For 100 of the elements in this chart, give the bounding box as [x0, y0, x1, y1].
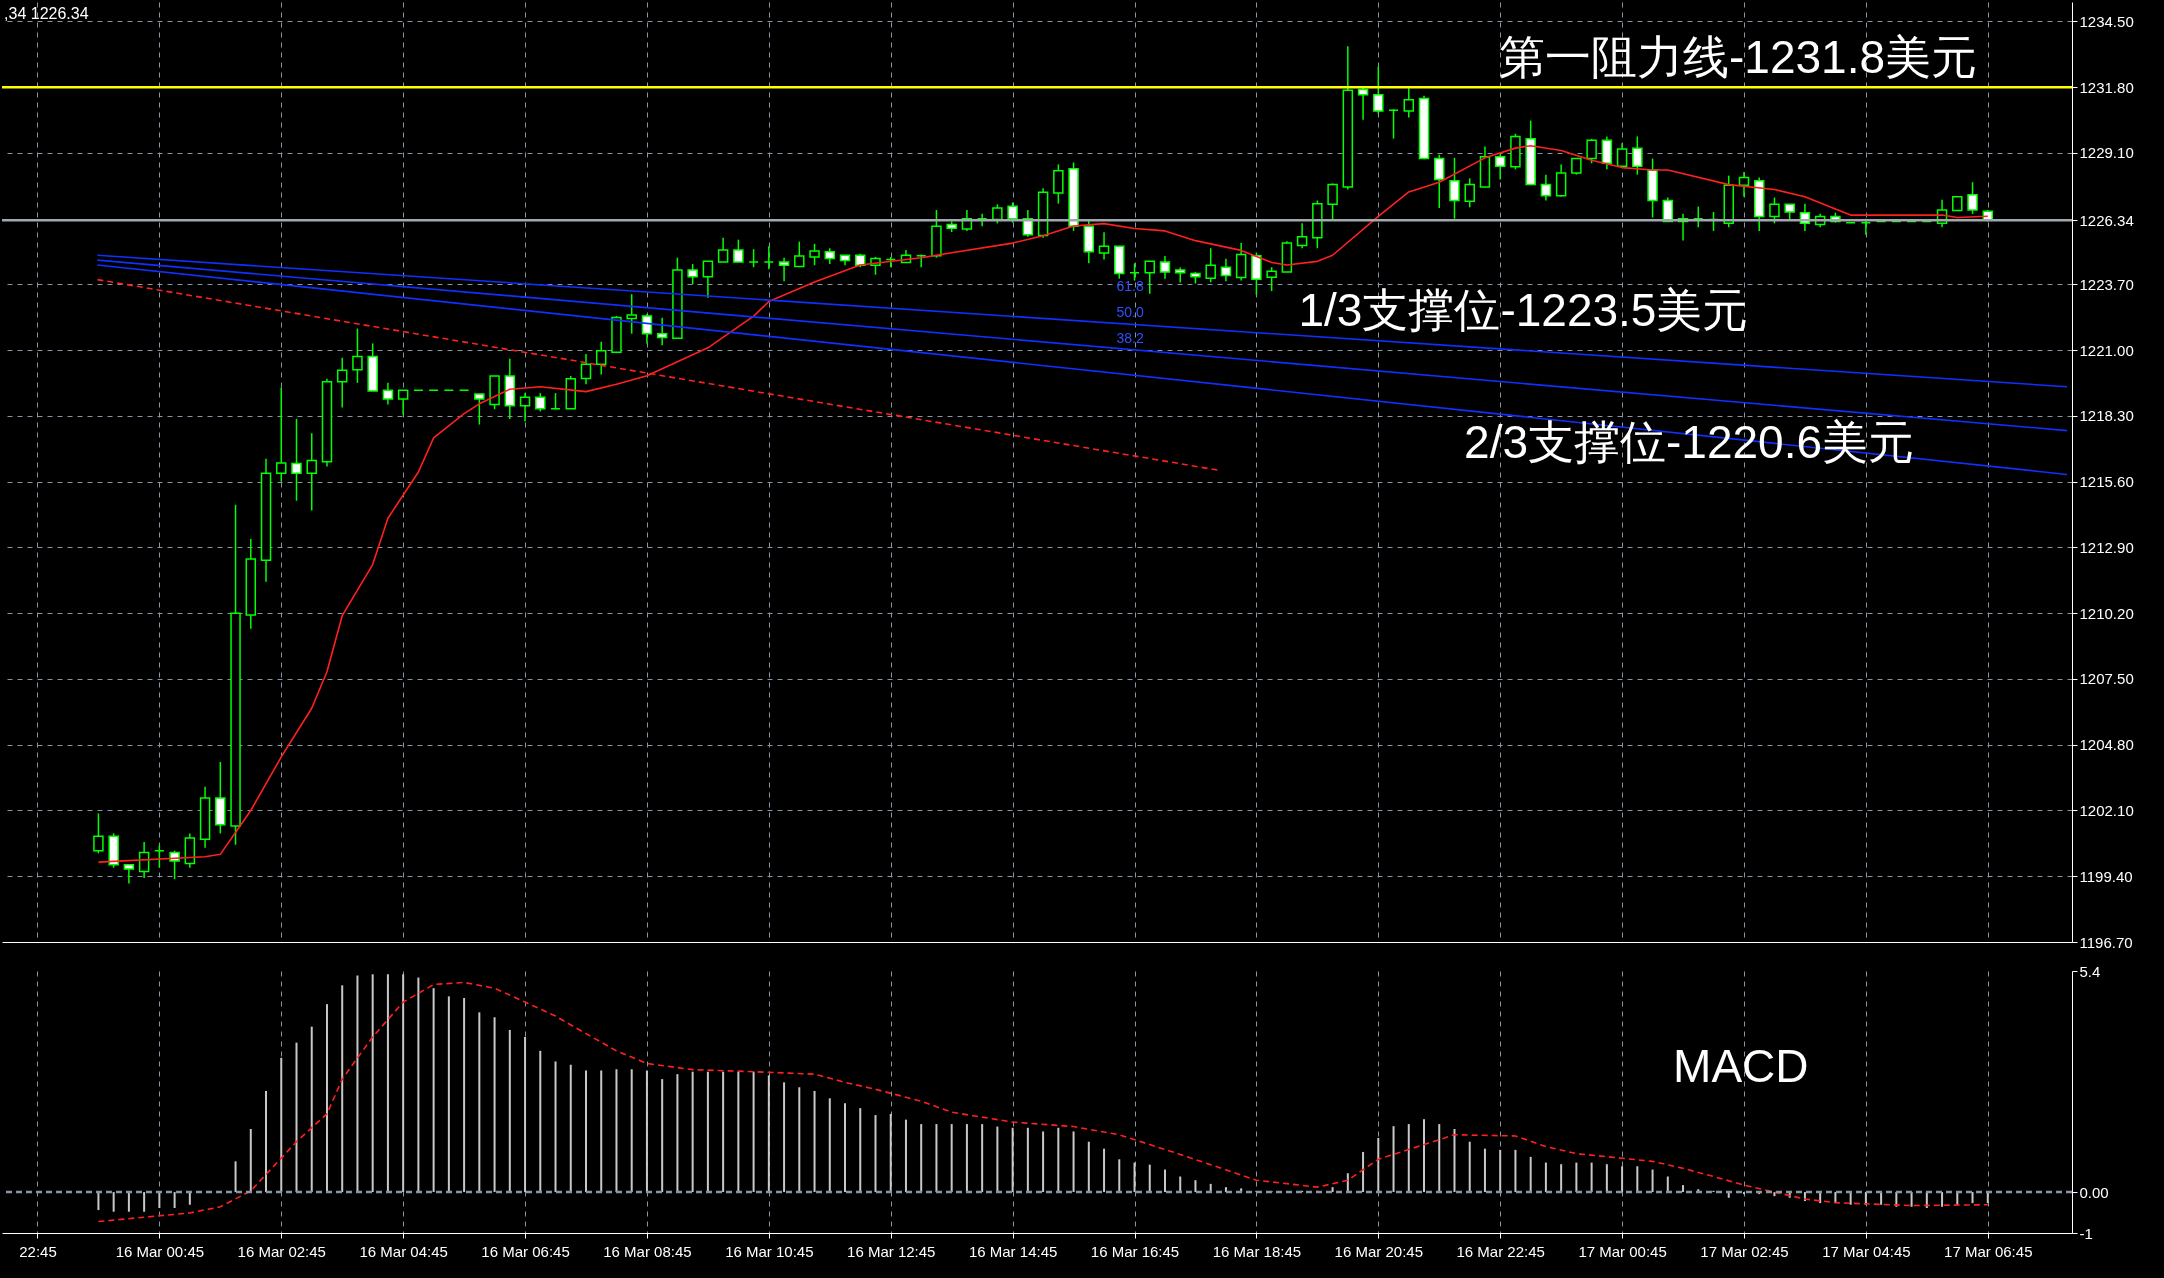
- x-tick-label: 16 Mar 04:45: [359, 1242, 448, 1260]
- bar: [1087, 1141, 1090, 1193]
- bar: [112, 1192, 115, 1212]
- bar: [1986, 1192, 1989, 1204]
- y-tick-label: 1215.60: [2079, 473, 2134, 491]
- candlestick: [535, 392, 546, 413]
- candlestick: [306, 432, 317, 512]
- bar: [828, 1098, 831, 1193]
- bar: [1194, 1180, 1197, 1193]
- y-tick-label: 1204.80: [2079, 736, 2134, 754]
- candlestick: [1373, 65, 1384, 115]
- bar: [1331, 1187, 1334, 1193]
- candlestick: [992, 203, 1003, 225]
- candlestick: [1769, 196, 1780, 225]
- bar: [1529, 1156, 1532, 1193]
- bar: [889, 1113, 892, 1193]
- candlestick: [123, 864, 135, 885]
- x-tick-label: 16 Mar 18:45: [1212, 1242, 1302, 1260]
- bar: [234, 1161, 237, 1193]
- bar: [1468, 1141, 1471, 1193]
- candlestick: [1144, 260, 1155, 295]
- candlestick: [1357, 85, 1369, 121]
- candlestick: [397, 389, 409, 416]
- candlestick: [580, 353, 592, 386]
- bar: [478, 1012, 481, 1193]
- bar: [950, 1124, 953, 1193]
- candlestick: [1266, 266, 1277, 292]
- candlestick: [1159, 255, 1171, 280]
- x-tick-label: 16 Mar 14:45: [968, 1242, 1058, 1260]
- candlestick: [626, 293, 637, 335]
- annotation: 61.8: [1116, 277, 1144, 294]
- bar: [1042, 1131, 1045, 1193]
- candlestick: [1586, 138, 1597, 164]
- bar: [691, 1071, 694, 1193]
- candlestick: [1403, 87, 1415, 119]
- annotation: MACD: [1673, 1039, 1809, 1092]
- bar: [1072, 1131, 1075, 1193]
- bar: [783, 1082, 786, 1193]
- bar: [1057, 1127, 1060, 1193]
- bar: [1133, 1162, 1136, 1193]
- candlestick: [1174, 266, 1186, 284]
- candlestick: [809, 243, 820, 266]
- candlestick: [1251, 252, 1262, 296]
- bar: [615, 1069, 618, 1193]
- bar: [1026, 1127, 1029, 1193]
- bar: [1560, 1164, 1563, 1193]
- x-tick-label: 16 Mar 08:45: [603, 1242, 692, 1260]
- bar: [1605, 1164, 1608, 1193]
- bar: [1880, 1192, 1883, 1205]
- y-tick-label: 1226.34: [2079, 211, 2134, 229]
- bar: [1453, 1129, 1456, 1193]
- bar: [1636, 1166, 1639, 1193]
- bar: [584, 1070, 587, 1193]
- bar: [1499, 1149, 1502, 1193]
- y-tick-label: 1199.40: [2079, 867, 2133, 885]
- candlestick: [1632, 135, 1643, 176]
- bar: [188, 1192, 191, 1205]
- bar: [325, 1004, 328, 1193]
- bar: [798, 1087, 801, 1193]
- bar: [661, 1079, 664, 1193]
- bar: [859, 1108, 862, 1193]
- x-tick-label: 17 Mar 02:45: [1700, 1242, 1789, 1260]
- bar: [143, 1192, 146, 1212]
- bar: [767, 1075, 770, 1193]
- candlestick: [276, 386, 287, 483]
- y-tick-label: 5.4: [2079, 962, 2101, 980]
- y-tick-label: 1221.00: [2079, 341, 2134, 359]
- bar: [1163, 1169, 1166, 1193]
- x-tick-label: 16 Mar 02:45: [237, 1242, 326, 1260]
- bar: [600, 1070, 603, 1193]
- candlestick: [1220, 257, 1232, 283]
- bar: [874, 1115, 877, 1193]
- bar: [524, 1036, 527, 1193]
- bar: [554, 1061, 557, 1193]
- bar: [432, 988, 435, 1193]
- bar: [1742, 1192, 1745, 1195]
- bar: [1103, 1148, 1106, 1193]
- candlestick: [382, 382, 394, 406]
- x-tick-label: 22:45: [19, 1242, 57, 1260]
- bar: [1362, 1151, 1365, 1193]
- candlestick: [93, 812, 104, 855]
- y-tick-label: 1207.50: [2079, 670, 2134, 688]
- candlestick: [1601, 135, 1613, 171]
- annotation: 38.2: [1116, 330, 1144, 347]
- candlestick: [794, 240, 805, 268]
- bar: [310, 1026, 313, 1193]
- candlestick: [1464, 177, 1475, 209]
- bar: [630, 1069, 633, 1193]
- bar: [341, 985, 344, 1193]
- bar: [1682, 1185, 1685, 1193]
- bar: [722, 1071, 725, 1193]
- bar: [1849, 1192, 1852, 1205]
- bar: [1834, 1192, 1837, 1204]
- candlestick: [291, 418, 302, 502]
- candlestick: [1555, 163, 1567, 198]
- bar: [1621, 1166, 1624, 1193]
- y-tick-label: 1212.90: [2079, 538, 2134, 556]
- bar: [813, 1090, 816, 1193]
- y-tick-label: 0.00: [2079, 1183, 2109, 1201]
- bar: [569, 1064, 572, 1193]
